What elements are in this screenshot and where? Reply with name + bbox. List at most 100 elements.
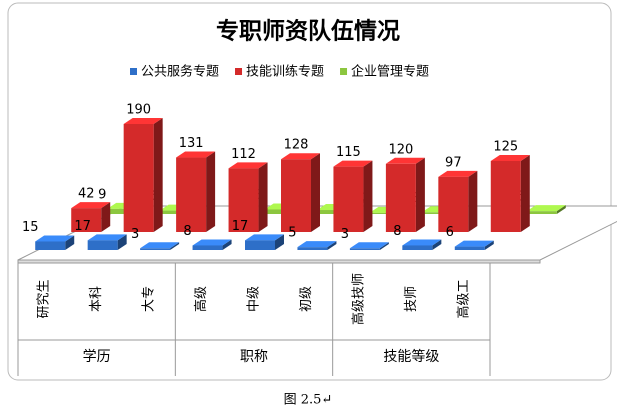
bar-top [245, 234, 284, 241]
bar-top [123, 118, 163, 124]
data-label: 8 [393, 224, 401, 239]
bar-top [333, 160, 373, 167]
bar-side [117, 234, 127, 250]
bar-top [490, 154, 530, 161]
bar-top [71, 202, 111, 209]
bar-top [526, 205, 566, 212]
bar-side [556, 205, 566, 214]
data-label: 5 [288, 226, 296, 241]
bar-top [87, 234, 127, 241]
data-label: 9 [98, 187, 106, 202]
data-label: 8 [183, 224, 191, 239]
bar [176, 151, 216, 232]
bar-top [35, 235, 75, 242]
bar-front [297, 247, 328, 250]
group-label: 技能等级 [383, 348, 439, 365]
bar [490, 154, 530, 232]
bar-front [402, 245, 433, 250]
data-label: 120 [388, 142, 413, 157]
bar-side [363, 160, 373, 232]
data-label: 17 [232, 219, 249, 234]
bar [526, 205, 566, 214]
bar-side [206, 151, 216, 232]
x-tick-label: 高级 [193, 286, 209, 312]
x-tick-label: 高级工 [455, 279, 471, 318]
group-label: 职称 [240, 349, 268, 365]
bar-front [123, 124, 154, 232]
data-label: 115 [336, 145, 361, 160]
data-label: 17 [74, 219, 91, 234]
bar-front [176, 157, 207, 232]
bar-front [317, 210, 347, 214]
data-label: 42 [78, 187, 95, 202]
legend-swatch [235, 68, 243, 75]
bar-side [222, 239, 232, 250]
bar-front [159, 210, 190, 214]
bar-side [468, 170, 478, 232]
bar-side [101, 202, 111, 232]
bar-top [192, 239, 232, 246]
data-label: 125 [493, 139, 518, 154]
legend-swatch [130, 68, 137, 75]
x-tick-label: 高级技师 [350, 273, 366, 325]
data-label: 190 [126, 103, 151, 118]
bar-front [526, 211, 557, 214]
x-tick-label: 研究生 [37, 279, 52, 318]
bar-front [490, 160, 521, 232]
bar-front [71, 208, 102, 232]
bar-top [385, 157, 425, 164]
legend-label: 技能训练专题 [246, 65, 324, 80]
bar-side [275, 234, 284, 250]
bar-front [87, 240, 118, 250]
bar-front [107, 208, 138, 214]
data-label: 131 [179, 136, 204, 151]
group-label: 学历 [83, 349, 111, 365]
bar-front [35, 241, 66, 250]
bar-top [281, 153, 320, 160]
bar-side [415, 157, 425, 232]
bar [35, 235, 75, 250]
bar [140, 242, 180, 250]
bar-top [140, 242, 180, 249]
bar-top [297, 241, 337, 248]
data-label: 15 [22, 220, 39, 235]
bar [402, 239, 442, 250]
bar-front [454, 246, 485, 250]
bar-front [333, 166, 364, 232]
caption: 图 2.5↵ [284, 393, 333, 408]
bar [438, 170, 478, 232]
bar [192, 239, 232, 250]
bar-front [264, 209, 295, 214]
bar-side [311, 153, 320, 232]
bar-front [369, 212, 400, 214]
bar [123, 118, 163, 232]
bar [71, 202, 111, 232]
bar-side [170, 242, 180, 250]
bar-front [228, 168, 259, 232]
data-label: 3 [341, 227, 349, 242]
bar-top [438, 170, 478, 177]
bar-top [349, 242, 389, 249]
bar-side [432, 239, 442, 250]
bar-front [245, 240, 275, 250]
x-tick-label: 中级 [247, 286, 262, 312]
bar-top [454, 240, 494, 247]
bar-side [484, 240, 494, 250]
legend-label: 企业管理专题 [351, 64, 429, 80]
chart-title: 专职师资队伍情况 [216, 18, 400, 45]
bar [281, 153, 320, 232]
bar-top [176, 151, 216, 158]
x-tick-label: 技师 [404, 286, 419, 312]
data-label: 128 [284, 138, 309, 153]
data-label: 112 [231, 147, 256, 162]
bar-front [192, 245, 223, 250]
bar-front [438, 176, 469, 232]
bar [385, 157, 425, 232]
x-tick-label: 初级 [299, 286, 314, 312]
bar-side [258, 162, 268, 232]
data-label: 97 [445, 155, 462, 170]
bar [245, 234, 284, 250]
bar [349, 242, 389, 250]
x-tick-label: 本科 [89, 286, 104, 312]
